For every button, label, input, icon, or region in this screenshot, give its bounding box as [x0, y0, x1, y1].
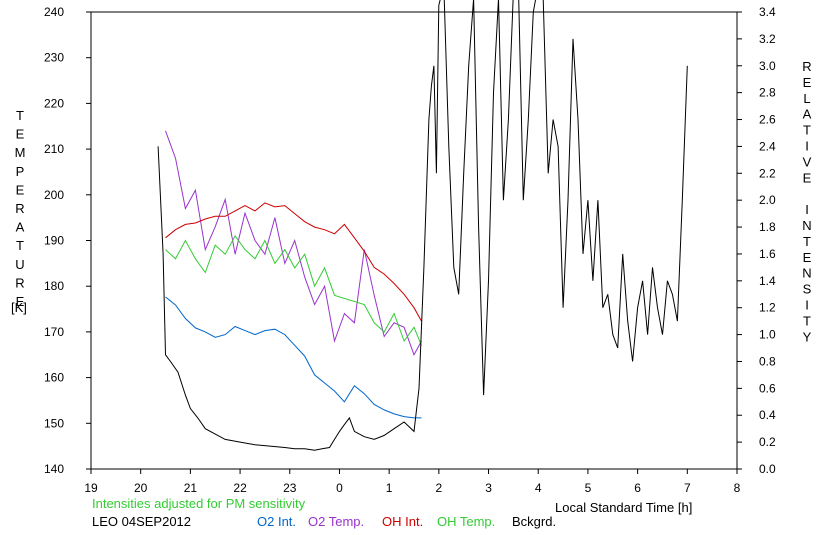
right-tick-label: 0.6 — [759, 381, 776, 395]
left-axis-label-letter: R — [15, 201, 24, 216]
right-axis-label-letter: R — [802, 59, 811, 74]
left-tick-label: 200 — [44, 188, 64, 202]
left-tick-label: 140 — [44, 462, 64, 476]
right-axis-label-letter: T — [803, 313, 811, 328]
right-tick-label: 1.8 — [759, 220, 776, 234]
left-tick-label: 160 — [44, 371, 64, 385]
series-line-bckgrd — [157, 0, 688, 451]
right-tick-label: 0.8 — [759, 354, 776, 368]
legend-entry-bckgrd: Bckgrd. — [512, 514, 556, 529]
x-tick-label: 1 — [386, 481, 393, 495]
left-axis-label-letter: T — [16, 238, 24, 253]
right-tick-label: 1.0 — [759, 328, 776, 342]
x-tick-label: 7 — [684, 481, 691, 495]
right-axis-label-letter: E — [803, 75, 812, 90]
x-tick-label: 5 — [585, 481, 592, 495]
left-axis-label-letter: P — [16, 164, 25, 179]
right-tick-label: 1.6 — [759, 247, 776, 261]
x-tick-label: 19 — [84, 481, 98, 495]
legend-entry-o2-int: O2 Int. — [257, 514, 296, 529]
left-tick-label: 210 — [44, 142, 64, 156]
right-axis-label-letter: I — [805, 298, 809, 313]
x-tick-label: 4 — [535, 481, 542, 495]
left-axis-label-letter: A — [16, 220, 25, 235]
right-axis-label-letter: L — [803, 91, 810, 106]
right-axis-label-letter: V — [803, 154, 812, 169]
right-tick-label: 0.4 — [759, 408, 776, 422]
series-layer — [157, 0, 688, 451]
left-tick-label: 230 — [44, 51, 64, 65]
right-tick-label: 3.2 — [759, 32, 776, 46]
left-tick-label: 150 — [44, 416, 64, 430]
right-axis-label-letter: N — [802, 266, 811, 281]
right-tick-label: 2.2 — [759, 166, 776, 180]
series-line-oh-int — [165, 202, 422, 322]
station-date: LEO 04SEP2012 — [92, 514, 191, 529]
x-tick-label: 2 — [436, 481, 443, 495]
right-tick-label: 1.4 — [759, 274, 776, 288]
x-tick-label: 22 — [233, 481, 247, 495]
axis-layer: 19 20 21 22 23 0 1 2 3 4 5 6 7 8140150160170180190200… — [44, 5, 776, 495]
right-tick-label: 1.2 — [759, 301, 776, 315]
x-tick-label: 3 — [485, 481, 492, 495]
right-axis-label-letter: T — [803, 123, 811, 138]
right-axis-label-letter: E — [803, 170, 812, 185]
left-tick-label: 220 — [44, 96, 64, 110]
note-text: Intensities adjusted for PM sensitivity — [92, 496, 306, 511]
left-tick-label: 240 — [44, 5, 64, 19]
right-axis-label-letter: E — [803, 250, 812, 265]
left-tick-label: 190 — [44, 234, 64, 248]
left-axis-label-letter: E — [16, 127, 25, 142]
right-axis-label-letter: I — [805, 202, 809, 217]
legend-entry-o2-temp: O2 Temp. — [308, 514, 364, 529]
right-tick-label: 3.4 — [759, 5, 776, 19]
legend: O2 Int. O2 Temp. OH Int. OH Temp. Bckgrd. — [257, 514, 556, 529]
left-axis-label-letter: E — [16, 182, 25, 197]
x-tick-label: 0 — [336, 481, 343, 495]
right-tick-label: 0.0 — [759, 462, 776, 476]
left-axis-label-letter: U — [15, 257, 24, 272]
right-tick-label: 2.4 — [759, 139, 776, 153]
left-axis-label-letter: R — [15, 275, 24, 290]
x-tick-label: 8 — [734, 481, 741, 495]
left-axis-label-letter: T — [16, 108, 24, 123]
right-tick-label: 2.6 — [759, 113, 776, 127]
right-tick-label: 2.0 — [759, 193, 776, 207]
right-axis-label-letter: N — [802, 218, 811, 233]
legend-entry-oh-temp: OH Temp. — [437, 514, 495, 529]
right-axis-label-letter: Y — [803, 329, 812, 344]
right-tick-label: 3.0 — [759, 59, 776, 73]
right-axis-label-letter: S — [803, 282, 812, 297]
left-tick-label: 170 — [44, 325, 64, 339]
x-tick-label: 20 — [134, 481, 148, 495]
right-tick-label: 0.2 — [759, 435, 776, 449]
right-tick-label: 2.8 — [759, 86, 776, 100]
left-axis-unit: [K] — [11, 300, 27, 315]
left-axis-label-letter: M — [15, 145, 26, 160]
legend-entry-oh-int: OH Int. — [382, 514, 423, 529]
series-line-o2-int — [165, 296, 422, 419]
x-tick-label: 6 — [634, 481, 641, 495]
left-axis-label-letter: E — [16, 294, 25, 309]
x-axis-label: Local Standard Time [h] — [555, 500, 692, 515]
series-line-oh-temp — [165, 234, 422, 346]
plot-area — [90, 11, 738, 470]
x-tick-label: 23 — [283, 481, 297, 495]
right-axis-label-letter: I — [805, 139, 809, 154]
series-line-o2-temp — [165, 130, 422, 357]
right-axis-label-letter: A — [803, 107, 812, 122]
left-tick-label: 180 — [44, 279, 64, 293]
right-axis-label-letter: T — [803, 234, 811, 249]
x-tick-label: 21 — [184, 481, 198, 495]
